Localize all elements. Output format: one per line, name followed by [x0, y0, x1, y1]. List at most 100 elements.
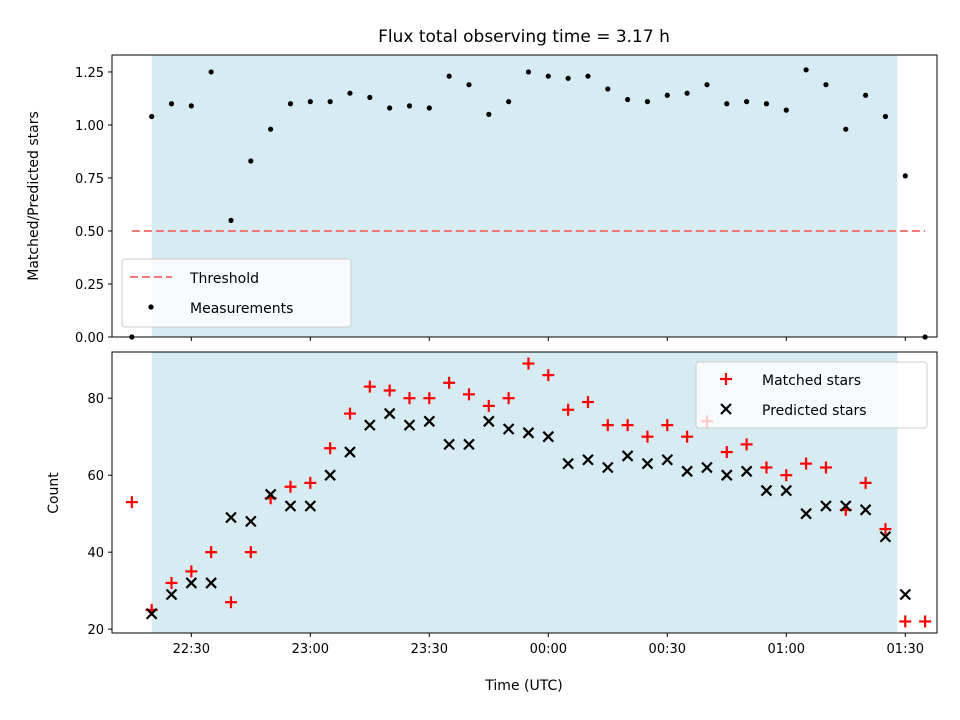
- y-tick-label: 0.25: [75, 278, 104, 293]
- matched-star-point: [125, 496, 138, 509]
- matched-star-point: [899, 615, 912, 628]
- measurement-point: [248, 158, 254, 164]
- predicted-star-point: [641, 457, 654, 470]
- predicted-star-point: [681, 465, 693, 478]
- x-tick-label: 23:00: [292, 642, 329, 657]
- y-tick-label: 80: [87, 392, 104, 407]
- measurement-point: [327, 99, 333, 105]
- predicted-star-point: [879, 530, 892, 543]
- matched-star-point: [205, 546, 218, 559]
- predicted-star-point: [185, 577, 198, 589]
- measurement-point: [783, 107, 789, 113]
- predicted-star-point: [542, 430, 555, 443]
- matched-star-point: [879, 523, 892, 536]
- y-tick-label: 0.50: [75, 225, 104, 240]
- measurement-point: [863, 92, 869, 98]
- predicted-star-point: [522, 427, 535, 439]
- x-tick-label: 00:30: [649, 642, 686, 657]
- matched-star-point: [621, 419, 634, 432]
- measurement-point: [486, 111, 492, 117]
- x-tick-label: 22:30: [173, 642, 210, 657]
- predicted-star-point: [225, 511, 237, 524]
- predicted-star-point: [364, 419, 376, 431]
- chart-title: Flux total observing time = 3.17 h: [378, 27, 670, 47]
- x-tick-label: 23:30: [411, 642, 448, 657]
- predicted-star-point: [324, 469, 336, 481]
- y-tick-label: 60: [87, 469, 104, 484]
- y-tick-label: 1.25: [75, 66, 104, 81]
- measurement-point: [149, 113, 155, 120]
- matched-star-point: [502, 392, 515, 405]
- bottom-legend: Matched stars Predicted stars: [695, 361, 928, 429]
- matched-star-point: [819, 461, 832, 474]
- predicted-star-point: [264, 488, 277, 501]
- y-tick-label: 1.00: [75, 119, 104, 134]
- measurement-point: [188, 103, 194, 109]
- matched-star-point: [601, 419, 614, 432]
- measurement-point: [684, 90, 690, 96]
- measurement-point: [744, 99, 750, 105]
- predicted-star-point: [661, 454, 674, 466]
- measurement-point: [644, 99, 651, 105]
- measurement-point: [585, 73, 591, 79]
- predicted-star-point: [383, 407, 396, 420]
- matched-star-point: [224, 596, 237, 609]
- predicted-star-point: [582, 454, 594, 466]
- top-x-ticks: [190, 337, 906, 341]
- predicted-star-point: [760, 484, 773, 497]
- predicted-star-point: [423, 415, 436, 428]
- measurement-point: [625, 96, 631, 103]
- matched-star-point: [423, 392, 436, 405]
- x-tick-label: 00:00: [530, 642, 567, 657]
- measurement-point: [843, 126, 849, 132]
- measurement-point: [525, 69, 532, 75]
- predicted-star-point: [463, 438, 475, 451]
- measurement-point: [664, 92, 670, 98]
- top-axes-frame: [111, 54, 938, 338]
- predicted-star-point: [205, 577, 217, 589]
- predicted-star-point: [502, 423, 515, 435]
- measurement-point: [228, 217, 234, 223]
- matched-star-point: [343, 407, 356, 420]
- matched-star-point: [800, 457, 813, 470]
- legend-predicted-marker: [720, 403, 732, 415]
- top-panel: 0.00 0.25 0.50 0.75 1.00 1.25 Matched/Predict…: [26, 54, 938, 346]
- measurement-point: [387, 105, 393, 111]
- predicted-star-point: [800, 507, 812, 520]
- predicted-star-point: [145, 607, 158, 620]
- predicted-star-point: [403, 419, 416, 431]
- predicted-star-point: [304, 500, 317, 512]
- bottom-x-ticks: 22:30 23:00 23:30 00:00 00:30 01:00 01:30: [173, 633, 924, 657]
- y-tick-label: 20: [87, 623, 104, 638]
- predicted-star-point: [165, 588, 178, 601]
- matched-star-point: [383, 384, 396, 397]
- predicted-star-point: [344, 446, 356, 458]
- measurement-point: [605, 86, 611, 92]
- legend-matched-marker: [720, 373, 732, 385]
- measurement-point: [466, 82, 472, 88]
- matched-star-point: [403, 392, 416, 405]
- matched-star-point: [641, 430, 654, 443]
- predicted-star-point: [443, 438, 455, 451]
- measurement-point: [882, 113, 889, 120]
- y-axis-label: Count: [46, 472, 62, 514]
- predicted-star-point: [859, 504, 872, 516]
- measurement-point: [823, 82, 829, 88]
- matched-star-point: [542, 369, 555, 382]
- predicted-star-point: [740, 465, 753, 478]
- legend-threshold-label: Threshold: [189, 271, 259, 287]
- measurement-point: [268, 126, 274, 132]
- measurement-point: [347, 90, 353, 96]
- measurement-point: [406, 103, 413, 109]
- measurement-point: [902, 173, 908, 179]
- matched-star-point: [304, 476, 317, 489]
- predicted-star-point: [721, 469, 733, 481]
- matched-star-point: [720, 446, 733, 459]
- measurement-point: [545, 73, 551, 79]
- legend-measurements-marker: [148, 304, 154, 310]
- legend-predicted-label: Predicted stars: [762, 403, 867, 419]
- measurement-point: [208, 69, 214, 75]
- predicted-star-point: [245, 515, 257, 528]
- matched-star-point: [482, 399, 495, 412]
- matched-star-point: [562, 403, 575, 416]
